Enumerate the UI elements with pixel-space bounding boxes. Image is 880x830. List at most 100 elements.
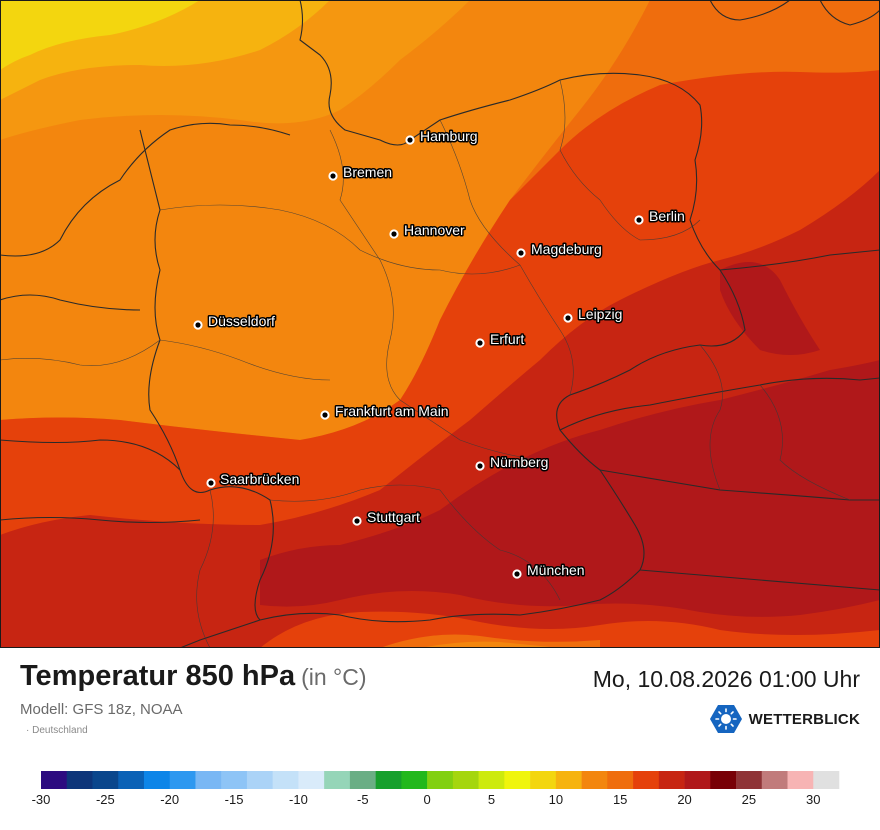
scale-swatch (324, 771, 351, 789)
scale-tick-label: 30 (806, 792, 820, 807)
scale-swatch (478, 771, 505, 789)
scale-tick-label: 15 (613, 792, 627, 807)
unit-text: (in °C) (301, 664, 367, 690)
scale-tick-label: 10 (549, 792, 563, 807)
city-magdeburg[interactable]: Magdeburg (516, 240, 603, 259)
scale-swatch (143, 771, 171, 789)
state-borders (0, 79, 851, 648)
city-label: Frankfurt am Main (335, 403, 449, 419)
city-label: Bremen (343, 164, 392, 180)
scale-tick-label: -5 (357, 792, 369, 807)
scale-tick-label: -15 (225, 792, 244, 807)
scale-swatch (246, 771, 273, 789)
scale-swatch (41, 771, 68, 789)
city-frankfurt[interactable]: Frankfurt am Main (320, 402, 450, 421)
city-duesseldorf[interactable]: Düsseldorf (193, 312, 277, 331)
scale-swatch (633, 771, 660, 789)
field-22b (720, 262, 820, 355)
scale-tick-label: 5 (488, 792, 495, 807)
forecast-datetime: Mo, 10.08.2026 01:00 Uhr (592, 666, 860, 692)
scale-swatch (169, 771, 196, 789)
scale-swatch (607, 771, 634, 789)
city-dot (320, 410, 330, 420)
scale-swatch (452, 771, 479, 789)
scale-swatch (298, 771, 325, 789)
city-dot (405, 135, 415, 145)
scale-swatch (221, 771, 248, 789)
scale-swatch (581, 771, 608, 789)
wetterblick-logo-icon (709, 705, 742, 733)
city-label: Magdeburg (531, 241, 602, 257)
scale-swatch (736, 771, 763, 789)
scale-swatch (813, 771, 840, 789)
scale-swatch (427, 771, 454, 789)
brand-logo[interactable]: WETTERBLICK (709, 704, 860, 734)
city-dot (206, 478, 216, 488)
scale-tick-label: -25 (96, 792, 115, 807)
scale-swatch (66, 771, 93, 789)
scale-swatch (118, 771, 145, 789)
city-label: Hamburg (420, 128, 478, 144)
city-label: München (527, 562, 585, 578)
city-label: Leipzig (578, 306, 622, 322)
city-dot (516, 248, 526, 258)
region-label: · Deutschland (26, 725, 88, 736)
scale-swatch (349, 771, 376, 789)
scale-swatches (41, 771, 840, 789)
city-label: Düsseldorf (208, 313, 275, 329)
color-scale-legend: -30 -25 -20 -15 -10 -5 0 5 10 15 20 25 30 (32, 771, 840, 807)
scale-swatch (375, 771, 402, 789)
scale-swatch (504, 771, 531, 789)
scale-ticks: -30 -25 -20 -15 -10 -5 0 5 10 15 20 25 30 (32, 792, 821, 807)
scale-swatch (710, 771, 737, 789)
scale-swatch (787, 771, 814, 789)
city-stuttgart[interactable]: Stuttgart (352, 508, 422, 527)
city-dot (634, 215, 644, 225)
temperature-map: Hamburg Bremen Berlin Hannover Magdeburg… (0, 0, 880, 648)
city-bremen[interactable]: Bremen (328, 163, 394, 182)
model-info: Modell: GFS 18z, NOAA (20, 701, 183, 718)
scale-tick-label: 25 (742, 792, 756, 807)
field-16-alps (380, 634, 600, 648)
field-22 (260, 360, 880, 617)
city-dot (563, 313, 573, 323)
city-label: Nürnberg (490, 454, 548, 470)
scale-swatch (92, 771, 119, 789)
city-nuernberg[interactable]: Nürnberg (475, 453, 550, 472)
borders (0, 0, 880, 648)
scale-swatch (530, 771, 557, 789)
city-hannover[interactable]: Hannover (389, 221, 467, 240)
city-muenchen[interactable]: München (512, 561, 586, 580)
map-title: Temperatur 850 hPa (in °C) (20, 660, 367, 693)
scale-swatch (195, 771, 222, 789)
scale-swatch (761, 771, 788, 789)
scale-swatch (272, 771, 299, 789)
scale-swatch (658, 771, 685, 789)
city-dot (328, 171, 338, 181)
brand-name: WETTERBLICK (748, 710, 860, 728)
city-erfurt[interactable]: Erfurt (475, 330, 526, 349)
city-label: Berlin (649, 208, 685, 224)
scale-tick-label: -30 (32, 792, 51, 807)
city-label: Hannover (404, 222, 465, 238)
scale-tick-label: -10 (289, 792, 308, 807)
city-dot (475, 338, 485, 348)
city-hamburg[interactable]: Hamburg (405, 127, 479, 146)
city-dot (512, 569, 522, 579)
scale-tick-label: 20 (677, 792, 691, 807)
city-label: Saarbrücken (220, 471, 299, 487)
city-berlin[interactable]: Berlin (634, 207, 686, 226)
scale-swatch (555, 771, 582, 789)
city-dot (193, 320, 203, 330)
city-leipzig[interactable]: Leipzig (563, 305, 624, 324)
title-text: Temperatur 850 hPa (20, 660, 296, 692)
city-dot (389, 229, 399, 239)
scale-swatch (401, 771, 428, 789)
field-14-alps (420, 641, 560, 648)
scale-tick-label: -20 (160, 792, 179, 807)
city-dot (475, 461, 485, 471)
city-saarbruecken[interactable]: Saarbrücken (206, 470, 301, 489)
city-label: Stuttgart (367, 509, 420, 525)
city-dot (352, 516, 362, 526)
scale-swatch (684, 771, 711, 789)
